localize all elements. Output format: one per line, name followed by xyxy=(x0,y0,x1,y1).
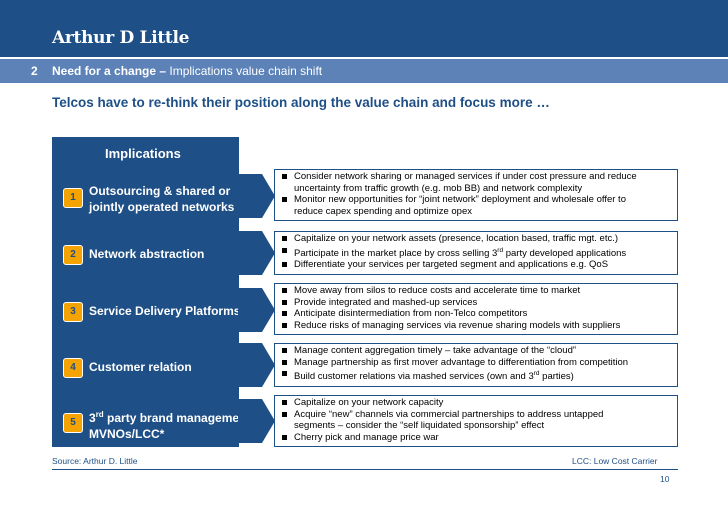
bullet-continuation: segments – consider the “self liquidated… xyxy=(294,420,545,432)
bullet-item: Manage partnership as first mover advant… xyxy=(281,357,673,369)
bullet-item: Anticipate disintermediation from non-Te… xyxy=(281,308,673,320)
row-number-badge: 2 xyxy=(63,245,83,265)
bullet-item: Cherry pick and manage price war xyxy=(281,432,673,444)
page-number: 10 xyxy=(660,474,670,484)
bullet-item: Participate in the market place by cross… xyxy=(281,245,673,260)
bullet-item: Manage content aggregation timely – take… xyxy=(281,345,673,357)
section-number: 2 xyxy=(31,64,38,78)
bullet-continuation: uncertainty from traffic growth (e.g. mo… xyxy=(294,182,583,194)
row-label-line1: 3rd party brand management xyxy=(89,410,251,425)
bullet-item: Reduce risks of managing services via re… xyxy=(281,320,673,332)
row-label: 3rd party brand management MVNOs/LCC* xyxy=(89,407,250,442)
arrow-right-icon xyxy=(238,288,275,332)
row-label-line2: jointly operated networks xyxy=(89,200,235,214)
bullet-item: Provide integrated and mashed-up service… xyxy=(281,297,673,309)
bullet-box-1: Consider network sharing or managed serv… xyxy=(274,169,678,221)
implications-title: Implications xyxy=(105,146,181,161)
bullet-box-5: Capitalize on your network capacity Acqu… xyxy=(274,395,678,447)
section-title-bold: Need for a change – xyxy=(52,64,167,78)
row-label-line1: Outsourcing & shared or xyxy=(89,184,231,198)
bullet-item: Move away from silos to reduce costs and… xyxy=(281,285,673,297)
row-label: Customer relation xyxy=(89,360,192,374)
footer-divider xyxy=(52,469,678,470)
company-logo: Arthur D Little xyxy=(52,28,190,48)
row-label: Network abstraction xyxy=(89,247,205,261)
arrow-right-icon xyxy=(238,399,275,443)
bullet-item: Monitor new opportunities for “joint net… xyxy=(281,194,673,206)
arrow-right-icon xyxy=(238,174,275,218)
section-title-rest: Implications value chain shift xyxy=(166,64,323,78)
bullet-item: Capitalize on your network assets (prese… xyxy=(281,233,673,245)
arrow-right-icon xyxy=(238,343,275,387)
row-number-badge: 1 xyxy=(63,188,83,208)
slide-headline: Telcos have to re-think their position a… xyxy=(52,95,550,110)
row-label: Service Delivery Platforms xyxy=(89,304,241,318)
bullet-box-3: Move away from silos to reduce costs and… xyxy=(274,283,678,335)
bullet-item: Differentiate your services per targeted… xyxy=(281,259,673,271)
row-number-badge: 5 xyxy=(63,413,83,433)
section-bar: 2 Need for a change – Implications value… xyxy=(0,59,728,83)
source-note: Source: Arthur D. Little xyxy=(52,456,138,466)
row-label-line2: MVNOs/LCC* xyxy=(89,427,165,441)
bullet-box-2: Capitalize on your network assets (prese… xyxy=(274,231,678,275)
row-number-badge: 4 xyxy=(63,358,83,378)
bullet-item: Capitalize on your network capacity xyxy=(281,397,673,409)
bullet-item: Build customer relations via mashed serv… xyxy=(281,368,673,383)
implications-panel xyxy=(52,137,239,447)
section-title: Need for a change – Implications value c… xyxy=(52,64,322,78)
bullet-box-4: Manage content aggregation timely – take… xyxy=(274,343,678,387)
arrow-right-icon xyxy=(238,231,275,275)
header-bar: Arthur D Little xyxy=(0,0,728,57)
footnote-lcc: LCC: Low Cost Carrier xyxy=(572,456,658,466)
row-label: Outsourcing & shared or jointly operated… xyxy=(89,183,234,215)
bullet-item: Acquire “new” channels via commercial pa… xyxy=(281,409,673,421)
row-number-badge: 3 xyxy=(63,302,83,322)
bullet-continuation: reduce capex spending and optimize opex xyxy=(294,205,472,217)
bullet-item: Consider network sharing or managed serv… xyxy=(281,171,673,183)
